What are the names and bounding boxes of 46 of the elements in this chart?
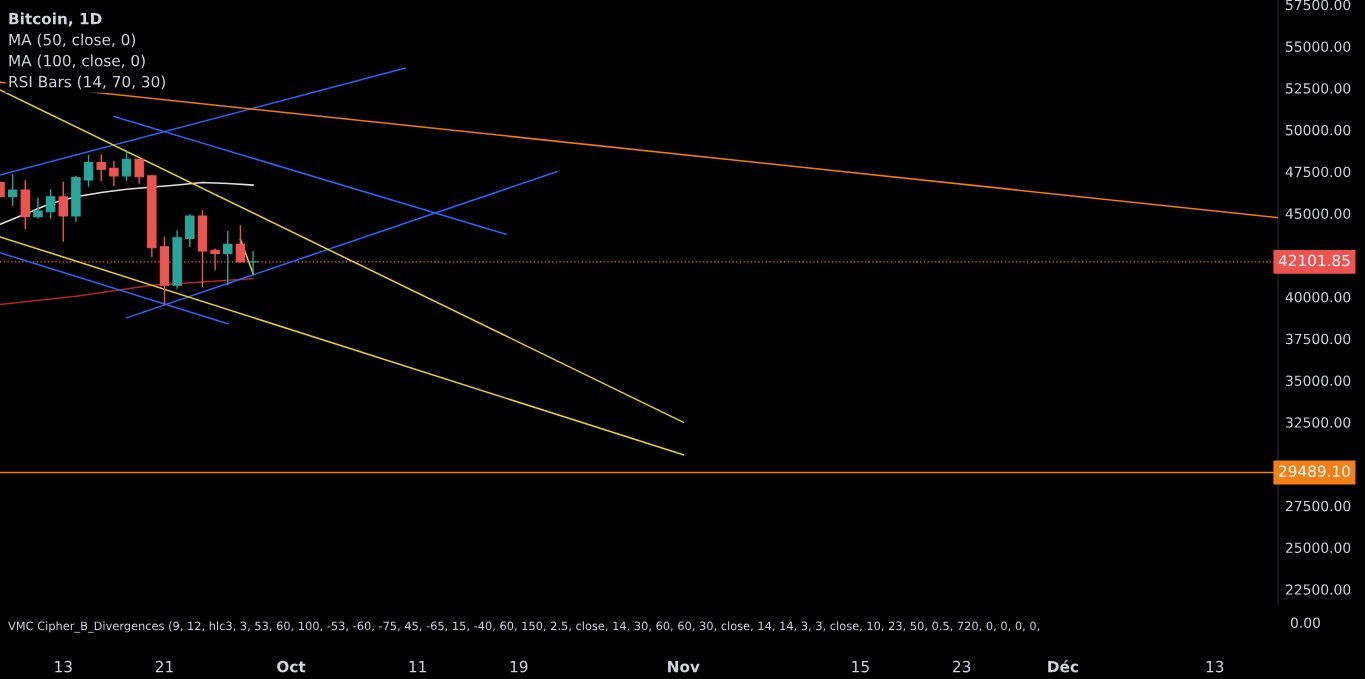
annotation: MA (50, close, 0)	[9, 33, 136, 48]
y-tick-label: 47500.00	[1285, 166, 1351, 178]
x-tick-label: 13	[55, 660, 72, 673]
y-tick-label: 37500.00	[1286, 333, 1351, 345]
candlestick	[235, 224, 246, 263]
candlestick	[185, 213, 195, 248]
candlestick	[96, 153, 106, 182]
x-tick-label: 15	[852, 661, 869, 673]
x-tick-label: 13	[1206, 660, 1224, 673]
x-tick-label: 11	[409, 661, 426, 673]
x-tick-label: 19	[510, 660, 528, 673]
x-tick-label: Déc	[1048, 659, 1078, 673]
x-tick-label: 21	[155, 660, 173, 673]
candlestick	[134, 158, 144, 185]
y-tick-label: 32500.00	[1286, 417, 1351, 428]
annotation: RSI Bars (14, 70, 30)	[9, 75, 165, 90]
text: 0.00	[1290, 617, 1320, 629]
text: VMC Cipher_B_Divergences (9, 12, hlc3, 3, 53, 60, 100, -53, -60, -75, 45, -65, 15, -40, 60, 150, 2.5, close, 14, 30, 60, 60, 30, close, 14, 14, 3, 3, close, 10, 23, 50, 0.5, 720, 0, 0, 0, 0,	[8, 621, 1040, 633]
candlestick	[83, 154, 94, 188]
y-tick-label: 57500.00	[1286, 0, 1351, 11]
candlestick	[223, 230, 233, 286]
candlestick	[45, 188, 56, 220]
x-tick-label: 23	[953, 660, 971, 673]
ref-line-label: 42101.85	[1278, 254, 1350, 267]
candlestick	[33, 196, 43, 220]
y-tick-label: 50000.00	[1286, 124, 1351, 136]
y-tick-label: 25000.00	[1285, 542, 1351, 554]
candlestick	[248, 250, 258, 274]
y-tick-label: 27500.00	[1285, 500, 1351, 512]
y-tick-label: 40000.00	[1285, 291, 1351, 303]
line-series	[0, 277, 254, 306]
y-tick-label: 52500.00	[1286, 83, 1351, 94]
y-tick-label: 45000.00	[1285, 208, 1351, 219]
y-tick-label: 22500.00	[1285, 584, 1351, 595]
candlestick	[109, 160, 119, 187]
x-tick-label: Oct	[277, 660, 306, 673]
candlestick	[121, 149, 132, 182]
candlestick	[58, 181, 68, 243]
line-series	[0, 181, 254, 226]
y-tick-label: 55000.00	[1286, 41, 1351, 52]
annotation: MA (100, close, 0)	[9, 54, 145, 69]
text: Bitcoin, 1D	[9, 12, 102, 27]
y-tick-label: 35000.00	[1286, 375, 1351, 386]
x-tick-label: Nov	[668, 661, 700, 673]
ref-line-label: 29489.10	[1279, 465, 1350, 477]
candlestick	[7, 173, 18, 207]
